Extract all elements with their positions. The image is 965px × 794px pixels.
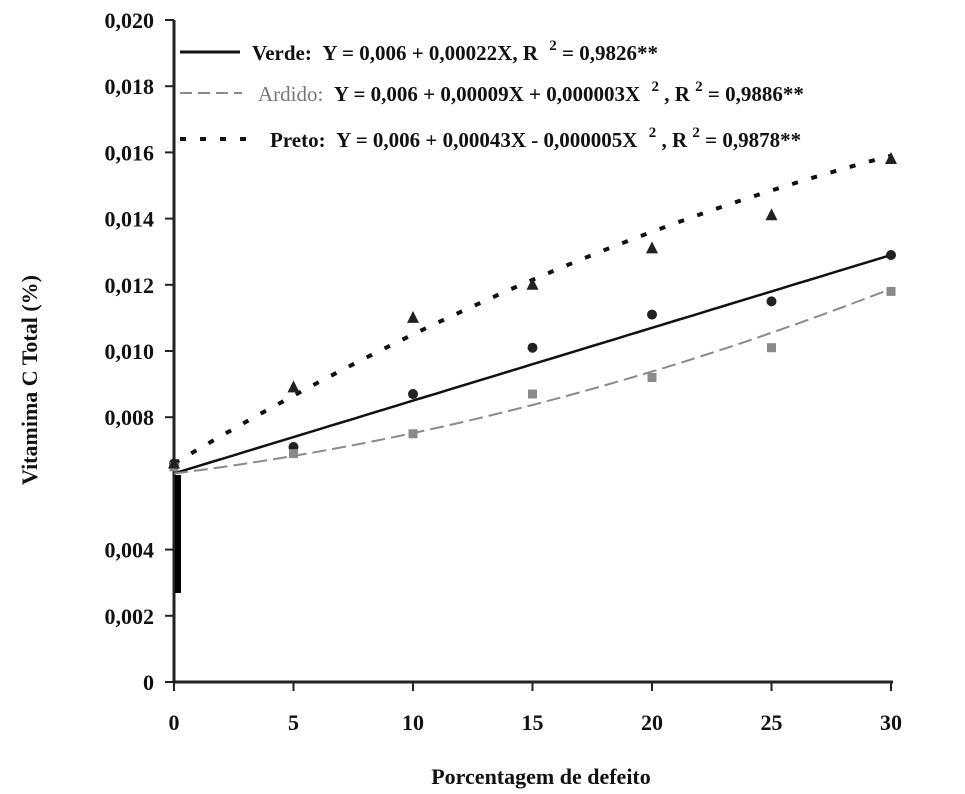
y-tick-label: 0,008: [105, 405, 155, 430]
legend-eq-ardido: Y = 0,006 + 0,00009X + 0,000003X: [334, 82, 640, 106]
x-tick-label: 5: [288, 710, 299, 735]
y-tick-label: 0,020: [105, 8, 155, 33]
y-tick-label: 0,012: [105, 273, 155, 298]
marker-verde: [408, 389, 418, 400]
marker-verde: [647, 309, 657, 320]
x-ticks: 0 5 10 15 20 25 30: [169, 682, 902, 735]
marker-preto: [646, 241, 658, 254]
y-tick-label: 0,016: [105, 140, 155, 165]
y-ticks: 0 0,002 0,004 0,008 0,010 0,012 0,014 0,016 0,01…: [105, 8, 174, 695]
legend-name-verde: Verde:: [252, 41, 312, 65]
x-axis-title: Porcentagem de defeito: [431, 764, 651, 789]
marker-preto: [287, 380, 300, 393]
legend-entry-ardido: Ardido: Y = 0,006 + 0,00009X + 0,000003X…: [258, 72, 804, 106]
legend-r2-sup-preto: 2: [692, 125, 700, 141]
marker-ardido: [408, 429, 418, 439]
fit-lines: [172, 153, 892, 475]
marker-preto: [407, 310, 419, 323]
fit-line-verde: [173, 253, 892, 475]
legend-r2-preto: = 0,9878**: [705, 128, 801, 152]
marker-ardido: [528, 389, 537, 399]
y-tick-label: 0,018: [105, 74, 155, 99]
y-tick-label: 0,010: [105, 339, 155, 364]
fit-line-preto: [172, 153, 892, 466]
legend-eq-verde: Y = 0,006 + 0,00022X, R: [322, 41, 538, 65]
legend-eq-sup-ardido: 2: [651, 79, 659, 95]
marker-verde: [886, 250, 896, 261]
y-axis-title: Vitamima C Total (%): [17, 275, 42, 485]
legend-name-ardido: Ardido:: [258, 82, 323, 106]
legend-entry-preto: Preto: Y = 0,006 + 0,00043X - 0,000005X …: [270, 118, 801, 152]
legend-eq-preto: Y = 0,006 + 0,00043X - 0,000005X: [336, 128, 637, 152]
marker-verde: [527, 342, 538, 353]
marker-verde: [766, 296, 777, 307]
legend-r2-prefix-ardido: , R: [664, 82, 691, 106]
x-tick-label: 15: [522, 710, 544, 735]
markers: [168, 152, 897, 472]
x-tick-label: 25: [761, 710, 783, 735]
marker-preto: [168, 456, 180, 469]
marker-ardido: [289, 449, 298, 459]
x-tick-label: 0: [169, 710, 180, 735]
x-tick-label: 10: [402, 710, 424, 735]
legend-r2-prefix-preto: , R: [661, 128, 688, 152]
legend-r2-sup-ardido: 2: [695, 79, 703, 95]
legend-eq-sup-preto: 2: [649, 125, 657, 141]
legend: Verde: Y = 0,006 + 0,00022X, R 2 = 0,982…: [180, 31, 804, 152]
legend-name-preto: Preto:: [270, 128, 326, 152]
y-tick-label: 0,002: [105, 604, 155, 629]
marker-ardido: [647, 372, 657, 382]
legend-r2-ardido: = 0,9886**: [708, 82, 804, 106]
y-tick-label: 0,004: [105, 538, 155, 563]
marker-preto: [765, 208, 778, 221]
y-tick-label: 0: [143, 670, 154, 695]
legend-r2-sup-verde: 2: [549, 38, 557, 54]
x-tick-label: 20: [641, 710, 663, 735]
marker-preto: [885, 152, 897, 165]
marker-ardido: [767, 343, 776, 353]
fit-line-ardido: [173, 287, 892, 475]
legend-r2-verde: = 0,9826**: [562, 41, 658, 65]
x-tick-label: 30: [880, 710, 902, 735]
marker-preto: [526, 277, 539, 290]
y-tick-label: 0,014: [105, 207, 155, 232]
legend-entry-verde: Verde: Y = 0,006 + 0,00022X, R 2 = 0,982…: [252, 31, 658, 65]
marker-ardido: [886, 286, 896, 296]
